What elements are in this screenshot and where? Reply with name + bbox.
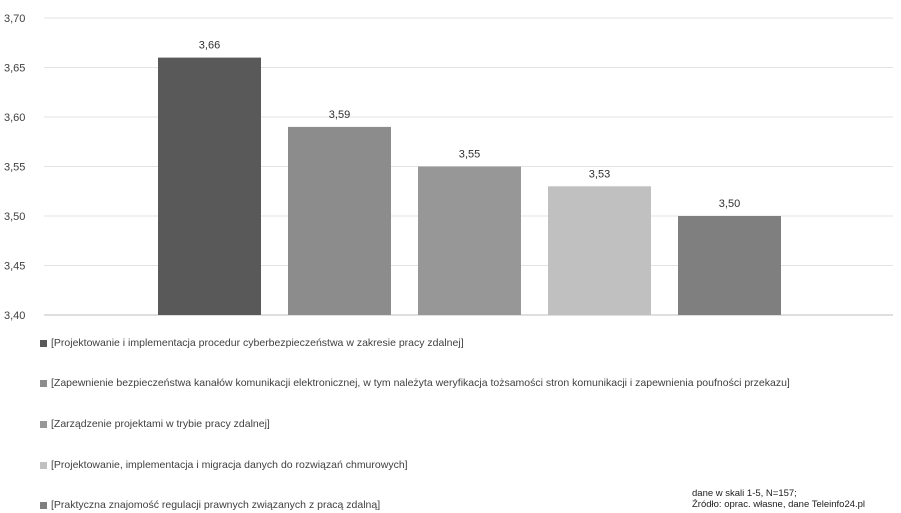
legend-label: [Praktyczna znajomość regulacji prawnych…	[51, 499, 381, 511]
legend-swatch	[40, 340, 47, 347]
y-tick-label: 3,65	[4, 63, 25, 75]
source-note-source: Źródło: oprac. własne, dane Teleinfo24.p…	[692, 499, 866, 510]
legend-item-1: [Projektowanie i implementacja procedur …	[40, 337, 860, 350]
bar-chart: 3,40 3,45 3,50 3,55 3,60 3,65 3,70 3,66 3,59 3,5…	[4, 13, 893, 322]
y-tick-label: 3,55	[4, 162, 25, 174]
legend-label: [Projektowanie, implementacja i migracja…	[51, 459, 408, 471]
y-tick-label: 3,45	[4, 261, 25, 273]
legend-swatch	[40, 462, 47, 469]
bar-1	[158, 57, 261, 315]
legend-label: [Zapewnienie bezpieczeństwa kanałów komu…	[51, 377, 790, 389]
data-label-1: 3,66	[199, 40, 220, 52]
bar-2	[288, 126, 391, 316]
bars	[158, 57, 781, 316]
legend-item-3: [Zarządzenie projektami w trybie pracy z…	[40, 418, 860, 431]
legend-swatch	[40, 502, 47, 509]
legend-item-2: [Zapewnienie bezpieczeństwa kanałów komu…	[40, 377, 860, 390]
bar-5	[678, 216, 781, 315]
data-label-2: 3,59	[329, 109, 350, 121]
y-tick-label: 3,50	[4, 211, 25, 223]
data-label-3: 3,55	[459, 149, 480, 161]
data-labels: 3,66 3,59 3,55 3,53 3,50	[199, 40, 740, 210]
data-label-4: 3,53	[589, 168, 610, 180]
y-tick-label: 3,70	[4, 13, 25, 25]
legend-swatch	[40, 421, 47, 428]
source-note-scale: dane w skali 1-5, N=157;	[692, 488, 797, 499]
y-axis: 3,40 3,45 3,50 3,55 3,60 3,65 3,70	[4, 13, 25, 322]
y-tick-label: 3,60	[4, 112, 25, 124]
source-note: dane w skali 1-5, N=157; Źródło: oprac. …	[692, 488, 897, 510]
y-tick-label: 3,40	[4, 310, 25, 322]
legend-item-4: [Projektowanie, implementacja i migracja…	[40, 459, 860, 472]
legend-label: [Zarządzenie projektami w trybie pracy z…	[51, 418, 270, 430]
legend-label: [Projektowanie i implementacja procedur …	[51, 337, 464, 349]
legend-swatch	[40, 380, 47, 387]
bar-3	[418, 166, 521, 315]
legend-item-5: [Praktyczna znajomość regulacji prawnych…	[40, 499, 860, 512]
bar-4	[548, 186, 651, 315]
data-label-5: 3,50	[719, 198, 740, 210]
